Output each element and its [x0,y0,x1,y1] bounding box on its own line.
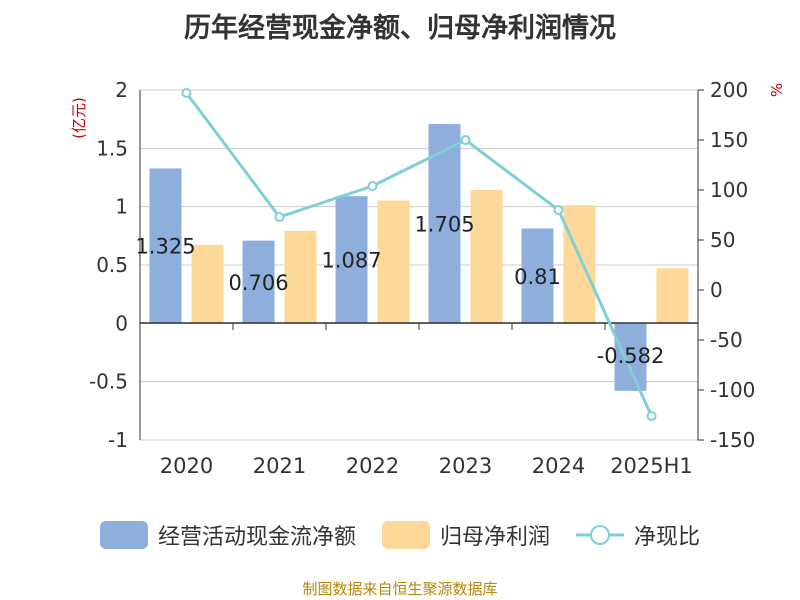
point-cash-ratio [646,411,657,421]
data-label-cashflow: 0.81 [514,265,561,289]
bar-series [149,124,689,391]
bar-cashflow [521,228,554,323]
left-tick-label: 0.5 [96,253,128,277]
left-axis-unit-label: (亿元) [70,97,88,139]
x-tick-label: 2022 [346,454,399,478]
legend-label-net-profit: 归母净利润 [439,525,550,550]
data-label-cashflow: 1.087 [321,249,381,273]
legend-item-net-profit[interactable]: 归母净利润 [381,519,550,551]
bar-cashflow [242,240,275,323]
data-label-cashflow: 1.325 [135,235,195,259]
legend: 经营活动现金流净额 归母净利润 净现比 [0,518,800,552]
point-cash-ratio [181,88,192,98]
legend-label-cashflow: 经营活动现金流净额 [157,525,356,550]
legend-swatch-cashflow [99,521,148,549]
chart-title: 历年经营现金净额、归母净利润情况 [184,13,616,44]
left-tick-label: -1 [108,428,128,452]
data-labels: 1.325 0.706 1.087 1.705 0.81 -0.582 [135,213,664,368]
right-tick-label: 100 [710,178,748,202]
bar-net-profit [191,244,224,323]
left-tick-label: 1.5 [96,136,128,160]
left-tick-label: 0 [115,311,128,335]
left-tick-label: -0.5 [89,370,128,394]
x-tick-label: 2021 [253,454,306,478]
point-cash-ratio [367,181,378,191]
bar-cashflow [614,323,647,391]
right-tick-label: 50 [710,228,735,252]
legend-swatch-net-profit [381,521,430,549]
right-tick-label: -150 [710,428,755,452]
point-cash-ratio [553,205,564,215]
x-tick-label: 2020 [160,454,213,478]
right-tick-label: -50 [710,328,743,352]
left-tick-label: 2 [115,78,128,102]
legend-item-cash-ratio[interactable]: 净现比 [576,519,700,551]
bar-net-profit [284,230,317,323]
bar-net-profit [377,200,410,323]
bar-net-profit [470,190,503,323]
right-axis-unit-label: % [768,83,786,97]
point-cash-ratio [460,135,471,145]
bar-cashflow [335,196,368,323]
right-tick-label: 0 [710,278,723,302]
x-tick-label: 2024 [532,454,585,478]
point-cash-ratio [274,212,285,222]
bar-net-profit [656,268,689,323]
x-tick-label: 2023 [439,454,492,478]
left-tick-label: 1 [115,195,128,219]
right-tick-label: 200 [710,78,748,102]
line-series [181,88,657,421]
data-label-cashflow: 1.705 [414,213,474,237]
bar-net-profit [563,205,596,323]
source-note: 制图数据来自恒生聚源数据库 [302,580,498,598]
legend-swatch-cash-ratio [576,525,624,545]
x-tick-label: 2025H1 [610,454,693,478]
right-tick-label: 150 [710,128,748,152]
right-tick-label: -100 [710,378,755,402]
legend-label-cash-ratio: 净现比 [634,525,701,550]
data-label-cashflow: 0.706 [228,271,288,295]
data-label-cashflow: -0.582 [597,344,665,368]
legend-item-cashflow[interactable]: 经营活动现金流净额 [99,519,356,551]
axes: -1 -0.5 0 0.5 1 1.5 2 -150 -100 -50 0 50 100 150 200 20… [89,78,755,478]
line-cash-ratio [185,92,653,417]
bar-cashflow [149,168,182,323]
